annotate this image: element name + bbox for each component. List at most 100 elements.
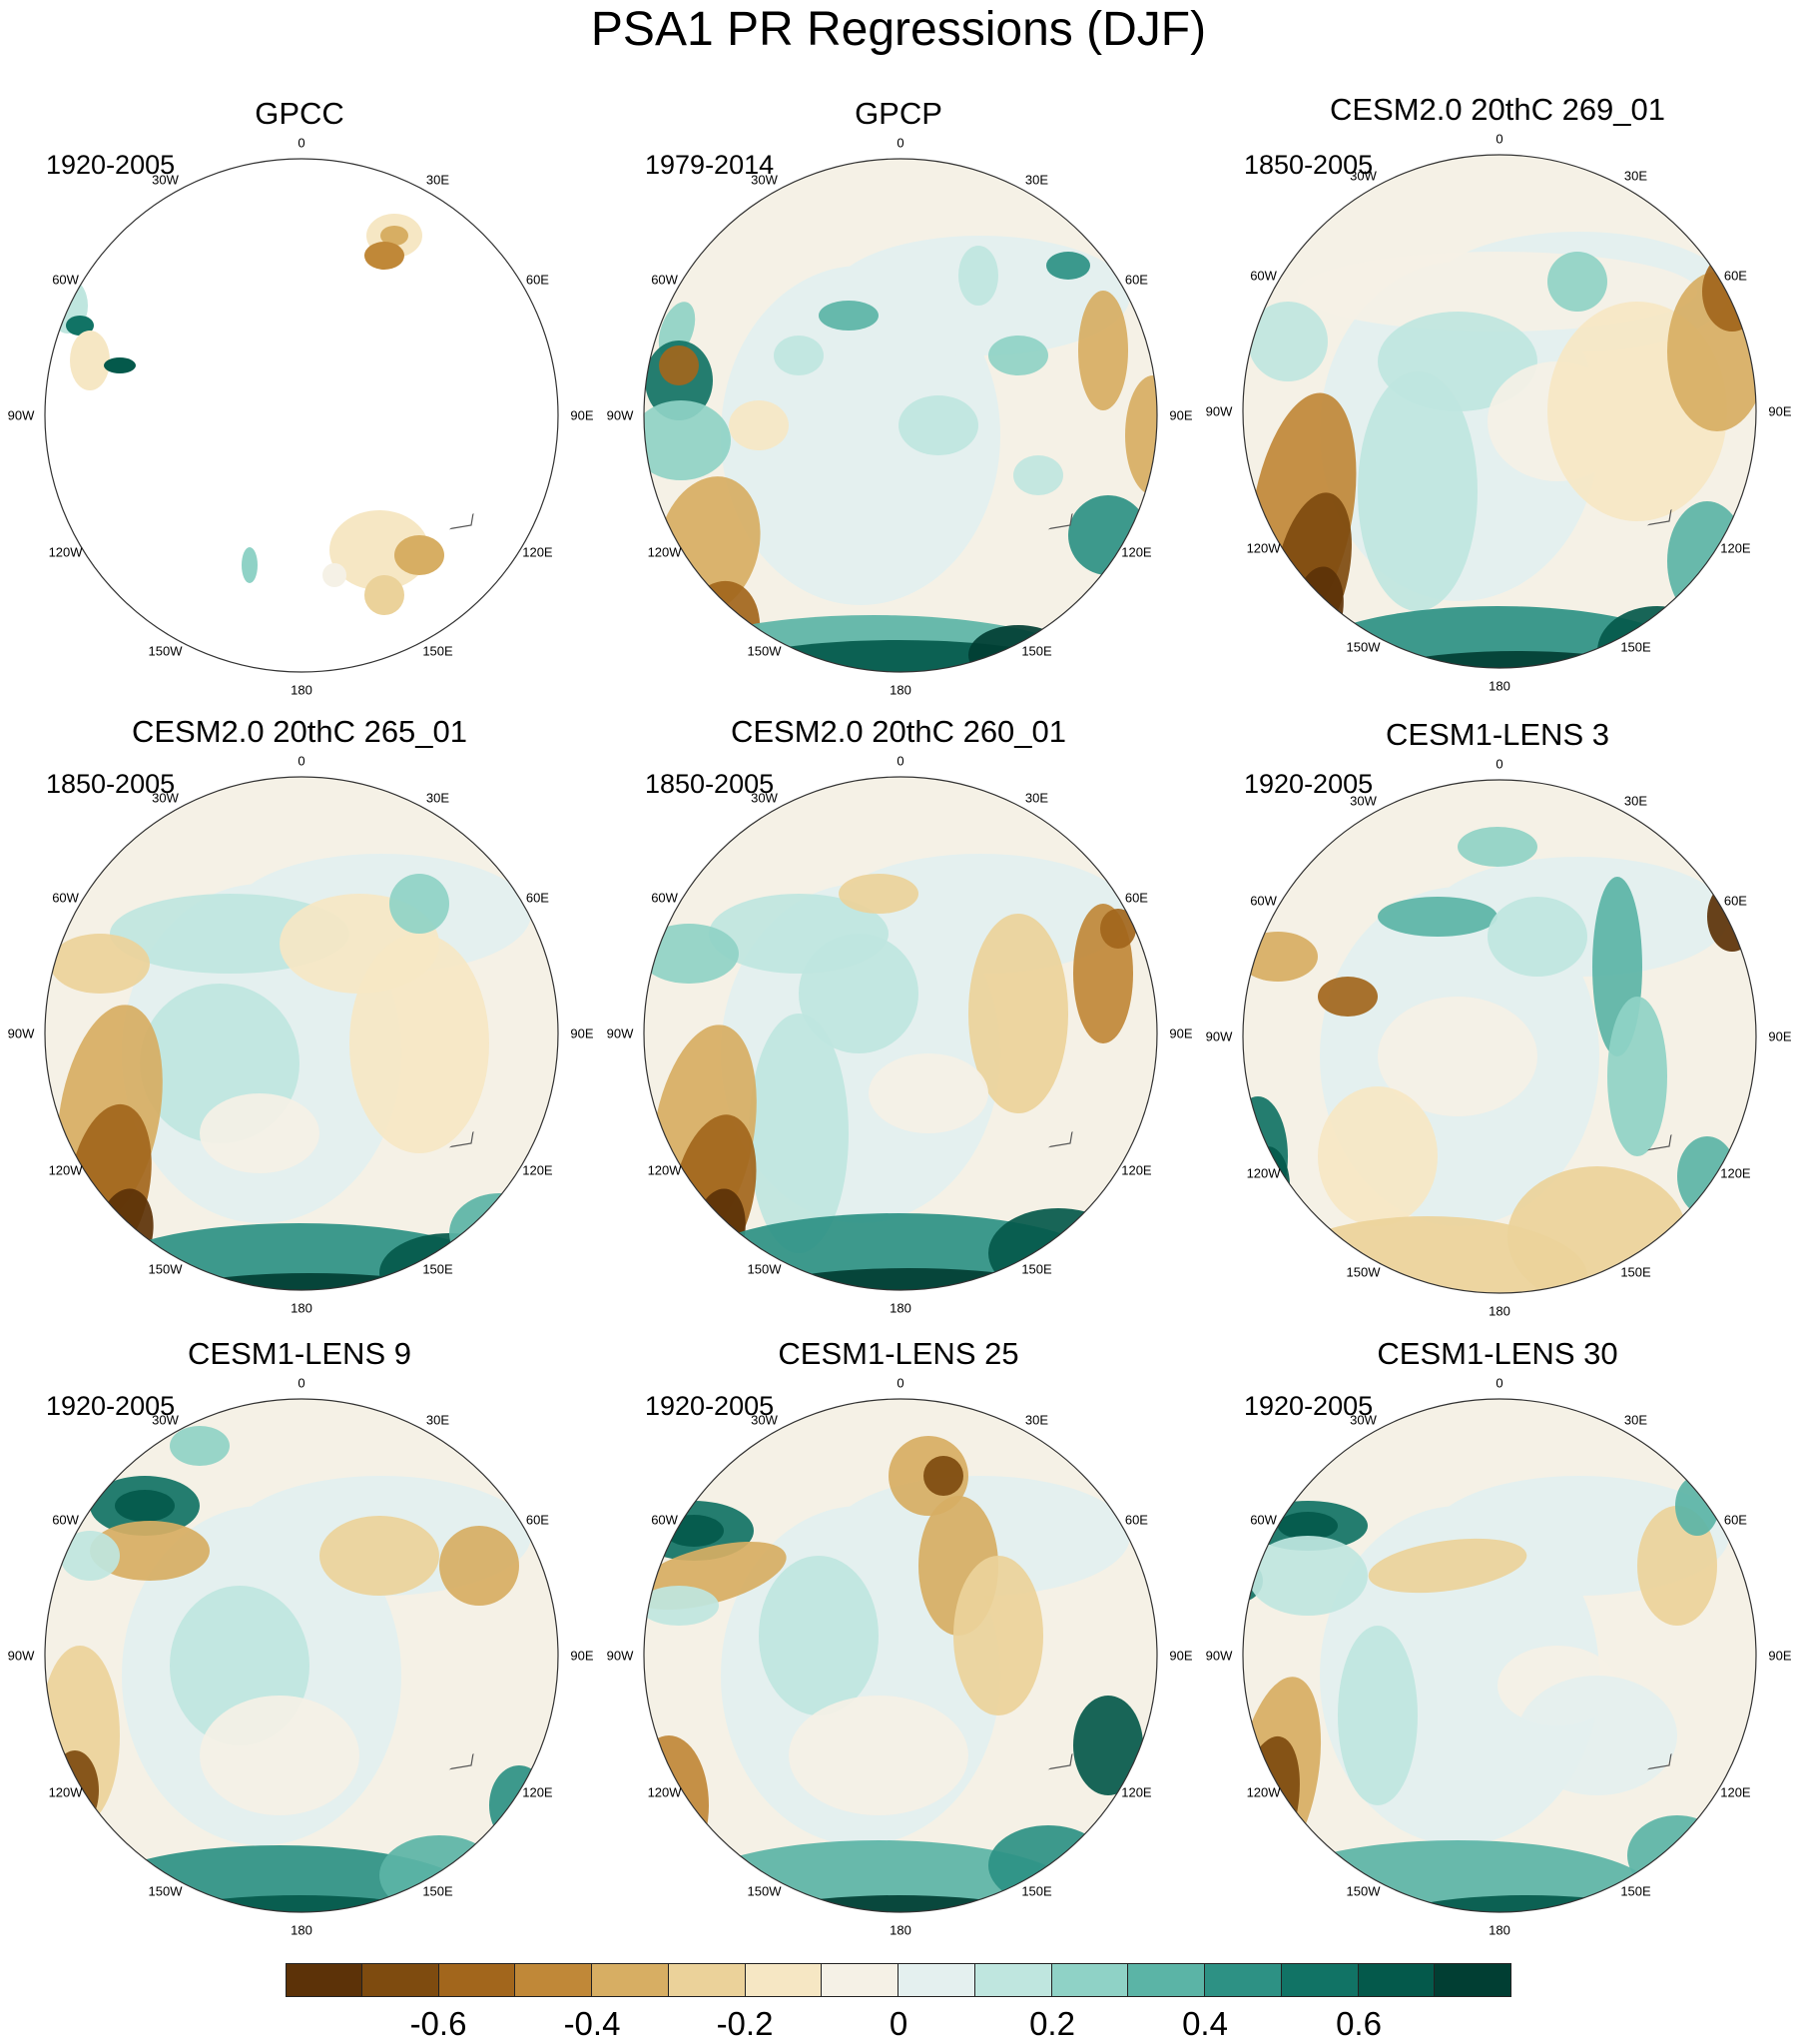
panel-title: CESM2.0 20thC 269_01	[1329, 92, 1666, 127]
field-contour	[1607, 997, 1667, 1156]
polar-map	[44, 1398, 559, 1913]
longitude-label: 150W	[747, 1883, 782, 1899]
field-contour	[1318, 1086, 1438, 1226]
longitude-label: 120W	[48, 544, 83, 559]
colorbar-tick-label: 0.2	[1029, 2005, 1075, 2042]
field-contour	[389, 874, 449, 934]
panel-title: CESM1-LENS 30	[1377, 1336, 1618, 1371]
field-contour	[379, 1835, 499, 1912]
longitude-label: 120W	[647, 1784, 682, 1799]
field-contour	[449, 1193, 549, 1273]
longitude-label: 180	[1489, 1922, 1510, 1938]
longitude-label: 60E	[1723, 268, 1747, 283]
longitude-label: 120E	[522, 1784, 553, 1799]
field-contour	[707, 640, 751, 672]
map-boundary	[1242, 779, 1757, 1294]
map-disc	[45, 159, 558, 672]
field-contour	[968, 625, 1068, 672]
map-panel-lens-25: CESM1-LENS 25 1920-2005 0 30E 60E 90E 120E 15…	[599, 1336, 1198, 1955]
longitude-label: 0	[298, 1375, 305, 1391]
panel-title: GPCC	[255, 96, 344, 131]
field-contour	[679, 1840, 1078, 1912]
longitude-label: 60W	[651, 1512, 678, 1527]
longitude-label: 120E	[1121, 1784, 1152, 1799]
map-panel-gpcc: GPCC 1920-2005 0 30E 60E 90E 120E 150E 180 150W…	[0, 96, 599, 715]
colorbar-box	[745, 1963, 823, 1997]
field-contour	[489, 1765, 549, 1845]
longitude-label: 0	[1496, 131, 1503, 147]
colorbar: -0.6 -0.4 -0.2 0 0.2 0.4 0.6	[286, 1963, 1511, 2042]
panel-title: CESM1-LENS 9	[188, 1336, 411, 1371]
longitude-label: 30W	[1350, 168, 1377, 184]
panel-period: 1920-2005	[46, 1391, 176, 1421]
precip-field	[45, 1426, 549, 1912]
precip-field	[1248, 232, 1756, 668]
map-boundary	[44, 1398, 559, 1913]
field-contour	[90, 1521, 210, 1581]
panel-period: 1850-2005	[645, 769, 775, 799]
longitude-label: 150W	[747, 1261, 782, 1277]
colorbar-box	[1281, 1963, 1359, 1997]
field-contour	[1378, 1895, 1677, 1912]
field-contour	[1675, 1476, 1719, 1536]
field-contour	[242, 547, 258, 583]
longitude-label: 150W	[1346, 639, 1381, 655]
map-panel-cesm2-269: CESM2.0 20thC 269_01 1850-2005 0 30E 60E 90…	[1198, 92, 1797, 711]
field-contour	[1348, 651, 1687, 668]
field-contour	[1125, 375, 1157, 495]
longitude-label: 30W	[1350, 1412, 1377, 1428]
field-contour	[60, 1531, 120, 1581]
longitude-label: 90E	[1768, 403, 1792, 419]
longitude-label: 30E	[1024, 1412, 1049, 1428]
longitude-label: 150E	[422, 1261, 453, 1277]
polar-map	[44, 776, 559, 1291]
longitude-label: 60W	[52, 272, 79, 287]
longitude-label: 30W	[751, 172, 778, 188]
figure-title: PSA1 PR Regressions (DJF)	[590, 3, 1207, 56]
panel-period: 1920-2005	[1244, 1391, 1374, 1421]
longitude-label: 90E	[1169, 1025, 1193, 1041]
map-boundary	[44, 776, 559, 1291]
field-contour	[364, 575, 404, 615]
field-contour	[1517, 1676, 1677, 1795]
longitude-label: 120E	[522, 1162, 553, 1177]
longitude-label: 30W	[152, 172, 179, 188]
colorbar-tick-label: -0.2	[716, 2005, 774, 2042]
field-contour	[1368, 1538, 1527, 1594]
longitude-label: 120W	[48, 1162, 83, 1177]
colorbar-box	[286, 1963, 362, 1997]
longitude-label: 60E	[525, 272, 549, 287]
longitude-label: 30E	[1623, 793, 1648, 809]
longitude-label: 30W	[152, 790, 179, 806]
precip-field	[644, 1436, 1143, 1912]
field-contour	[839, 874, 918, 914]
longitude-label: 120W	[48, 1784, 83, 1799]
field-contour	[774, 336, 824, 375]
field-contour	[644, 1735, 709, 1875]
longitude-label: 30W	[152, 1412, 179, 1428]
map-panel-lens-3: CESM1-LENS 3 1920-2005 0 30E 60E 90E 120E 150…	[1198, 717, 1797, 1336]
map-panel-cesm2-265: CESM2.0 20thC 265_01 1850-2005 0 30E 60E 90…	[0, 714, 599, 1333]
field-contour	[869, 1053, 988, 1133]
map-boundary	[643, 158, 1158, 673]
field-contour	[1378, 897, 1498, 937]
longitude-label: 90E	[570, 1025, 594, 1041]
colorbar-tick-label: 0.6	[1336, 2005, 1382, 2042]
field-contour	[1246, 1146, 1290, 1226]
field-contour	[439, 1526, 519, 1606]
longitude-label: 30E	[425, 172, 450, 188]
field-contour	[749, 1014, 849, 1253]
field-contour	[953, 1556, 1043, 1715]
field-contour	[380, 226, 408, 246]
field-contour	[319, 1516, 439, 1596]
longitude-label: 0	[298, 135, 305, 151]
field-contour	[1046, 252, 1090, 280]
field-contour	[1248, 302, 1328, 381]
longitude-label: 150E	[422, 1883, 453, 1899]
longitude-label: 30E	[425, 790, 450, 806]
longitude-label: 30W	[751, 1412, 778, 1428]
colorbar-tick-label: 0.4	[1182, 2005, 1228, 2042]
longitude-label: 60E	[1723, 893, 1747, 908]
map-panel-gpcp: GPCP 1979-2014 0 30E 60E 90E 120E 150E 180 150W…	[599, 96, 1198, 715]
field-contour	[1248, 1536, 1368, 1616]
